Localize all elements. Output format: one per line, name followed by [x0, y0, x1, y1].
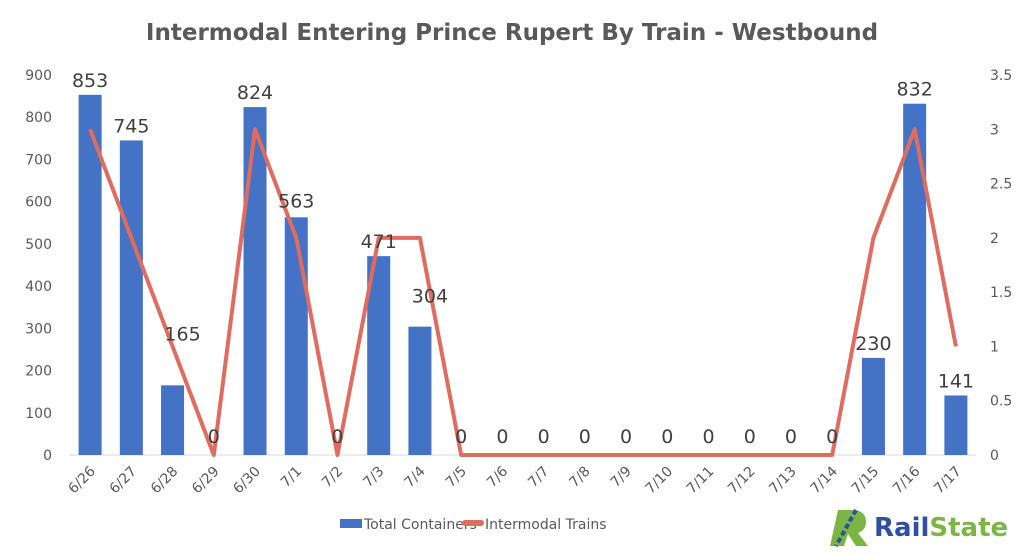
y-right-tick-label: 1.5: [990, 285, 1012, 301]
y-left-tick-label: 800: [25, 110, 52, 126]
trains-line: [88, 127, 958, 457]
data-label-7/10: 0: [661, 426, 673, 448]
y-right-tick-label: 0.5: [990, 394, 1012, 410]
y-right-tick-label: 3.5: [990, 68, 1012, 84]
x-tick-label: 7/1: [278, 464, 305, 491]
svg-text:RailState: RailState: [874, 513, 1008, 543]
y-left-tick-label: 100: [25, 406, 52, 422]
y-left-tick-label: 400: [25, 279, 52, 295]
bar-7/17: [944, 395, 968, 455]
x-tick-label: 6/27: [107, 464, 141, 498]
bar-7/3: [367, 256, 391, 455]
x-tick-label: 7/2: [319, 464, 346, 491]
y-right-tick-label: 2.5: [990, 177, 1012, 193]
data-label-7/1: 563: [278, 190, 314, 212]
x-tick-label: 7/4: [402, 463, 429, 490]
data-label-7/12: 0: [744, 426, 756, 448]
x-tick-label: 7/12: [725, 464, 759, 498]
legend-swatch-trains: [462, 520, 484, 526]
x-tick-label: 7/8: [566, 464, 593, 491]
y-left-tick-label: 300: [25, 321, 52, 337]
x-tick-label: 7/17: [931, 464, 965, 498]
x-tick-label: 6/30: [230, 464, 264, 498]
x-tick-label: 7/3: [360, 464, 387, 491]
legend-swatch-containers: [340, 519, 362, 528]
legend: Total Containers Intermodal Trains: [340, 517, 607, 533]
data-label-7/2: 0: [331, 426, 343, 448]
bar-6/30: [243, 107, 267, 455]
railstate-logo: RailState: [830, 509, 1008, 547]
data-label-7/8: 0: [579, 426, 591, 448]
data-label-7/7: 0: [538, 426, 550, 448]
y-right-tick-label: 3: [990, 122, 999, 138]
x-tick-label: 7/10: [643, 464, 677, 498]
bar-7/1: [284, 217, 308, 455]
x-tick-label: 6/29: [189, 464, 223, 498]
x-tick-label: 7/13: [766, 464, 800, 498]
x-tick-label: 7/9: [608, 464, 635, 491]
y-left-tick-label: 200: [25, 364, 52, 380]
bar-7/16: [903, 103, 927, 455]
x-tick-label: 7/16: [890, 463, 924, 497]
y-right-tick-label: 1: [990, 339, 999, 355]
data-label-7/11: 0: [702, 426, 714, 448]
y-left-tick-label: 0: [43, 448, 52, 464]
bar-7/4: [408, 326, 432, 455]
data-label-7/17: 141: [938, 370, 974, 392]
data-label-7/9: 0: [620, 426, 632, 448]
x-tick-label: 7/11: [684, 464, 718, 498]
y-left-tick-label: 600: [25, 195, 52, 211]
x-tick-label: 6/28: [148, 464, 182, 498]
x-tick-label: 7/5: [443, 464, 470, 491]
y-right-tick-label: 0: [990, 448, 999, 464]
data-label-6/29: 0: [208, 426, 220, 448]
data-label-6/28: 165: [164, 323, 200, 345]
data-label-7/14: 0: [826, 426, 838, 448]
x-tick-label: 7/6: [484, 463, 511, 490]
legend-label-trains: Intermodal Trains: [485, 517, 607, 533]
y-left-tick-label: 500: [25, 237, 52, 253]
data-label-7/5: 0: [455, 426, 467, 448]
data-label-7/6: 0: [496, 426, 508, 448]
x-tick-label: 7/7: [525, 464, 552, 491]
data-label-7/4: 304: [412, 286, 448, 308]
x-tick-label: 6/26: [65, 463, 99, 497]
data-label-7/13: 0: [785, 426, 797, 448]
data-label-7/15: 230: [855, 333, 891, 355]
y-left-tick-label: 900: [25, 68, 52, 84]
data-label-6/27: 745: [113, 115, 149, 137]
data-label-7/3: 471: [361, 231, 397, 253]
bar-6/26: [78, 94, 102, 455]
x-tick-label: 7/15: [849, 464, 883, 498]
y-left-tick-label: 700: [25, 152, 52, 168]
data-label-6/30: 824: [237, 82, 273, 104]
bar-7/15: [861, 357, 885, 455]
y-right-tick-label: 2: [990, 231, 999, 247]
data-label-7/16: 832: [897, 79, 933, 101]
data-label-6/26: 853: [72, 70, 108, 92]
legend-label-containers: Total Containers: [363, 517, 477, 533]
bar-6/28: [161, 385, 185, 455]
bar-6/27: [119, 140, 143, 455]
x-tick-label: 7/14: [807, 463, 841, 497]
chart-title: Intermodal Entering Prince Rupert By Tra…: [146, 20, 878, 46]
